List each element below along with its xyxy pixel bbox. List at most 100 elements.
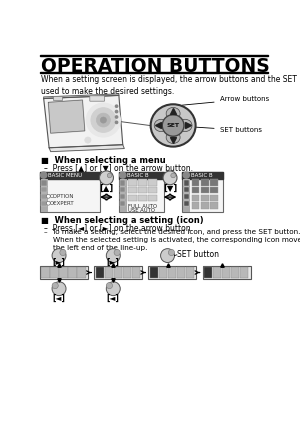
Bar	[182, 172, 223, 179]
Bar	[148, 187, 157, 193]
Bar	[123, 267, 131, 278]
Text: ■  When selecting a menu: ■ When selecting a menu	[40, 156, 165, 165]
Circle shape	[86, 103, 120, 137]
Bar	[240, 267, 248, 278]
Bar	[40, 172, 100, 212]
Text: SET buttons: SET buttons	[196, 127, 262, 133]
Bar	[168, 267, 176, 278]
Text: BASIC MENU: BASIC MENU	[48, 173, 82, 178]
Circle shape	[60, 250, 66, 255]
Bar	[50, 267, 59, 278]
Circle shape	[107, 173, 112, 178]
Bar	[132, 267, 140, 278]
Bar	[222, 267, 230, 278]
Bar	[41, 180, 47, 186]
Bar	[210, 187, 218, 193]
Bar	[182, 172, 223, 212]
Circle shape	[116, 110, 118, 113]
Bar	[201, 179, 209, 186]
Circle shape	[40, 172, 47, 178]
Text: BASIC B: BASIC B	[128, 173, 149, 178]
Circle shape	[116, 121, 118, 124]
Bar	[184, 180, 189, 186]
Bar	[40, 72, 268, 73]
Bar	[114, 267, 122, 278]
Bar	[77, 267, 86, 278]
Text: [▲]: [▲]	[99, 184, 114, 193]
Ellipse shape	[154, 119, 168, 132]
Bar	[210, 195, 218, 201]
Polygon shape	[44, 96, 123, 148]
Bar	[41, 187, 47, 192]
Bar	[53, 96, 62, 100]
Text: [▼]: [▼]	[163, 184, 177, 193]
Bar	[192, 187, 200, 193]
Bar	[184, 194, 189, 199]
Bar	[210, 179, 218, 186]
Bar	[201, 203, 209, 209]
Bar	[40, 179, 48, 212]
Bar	[128, 195, 137, 201]
Bar	[40, 266, 88, 280]
Circle shape	[120, 172, 126, 178]
FancyBboxPatch shape	[90, 96, 104, 101]
Bar	[150, 267, 158, 278]
Bar	[105, 267, 113, 278]
Circle shape	[52, 283, 58, 288]
Bar	[119, 172, 164, 179]
Text: BASIC B: BASIC B	[191, 173, 213, 178]
Bar	[204, 267, 212, 278]
Circle shape	[100, 117, 106, 123]
Polygon shape	[49, 145, 124, 151]
Bar	[138, 179, 147, 186]
Text: [◄]: [◄]	[107, 294, 120, 302]
Bar	[40, 55, 268, 56]
Polygon shape	[48, 100, 85, 133]
Circle shape	[116, 105, 118, 107]
Ellipse shape	[151, 104, 196, 147]
Text: –  Press [◄] or [►] on the arrow button.: – Press [◄] or [►] on the arrow button.	[44, 223, 193, 232]
Bar	[192, 203, 200, 209]
Bar	[96, 267, 104, 278]
Text: ■  When selecting a setting (icon): ■ When selecting a setting (icon)	[40, 216, 203, 225]
Bar	[184, 201, 189, 206]
Text: Arrow buttons: Arrow buttons	[182, 96, 269, 105]
Bar	[138, 187, 147, 193]
Circle shape	[85, 137, 91, 143]
Circle shape	[183, 172, 189, 178]
Text: –  Press [▲] or [▼] on the arrow button.: – Press [▲] or [▼] on the arrow button.	[44, 163, 193, 172]
Text: [◄]: [◄]	[52, 294, 65, 302]
Circle shape	[52, 282, 66, 296]
Circle shape	[96, 113, 110, 127]
Circle shape	[46, 194, 50, 198]
Text: –  To make a setting, select the desired icon, and press the SET button.
    Whe: – To make a setting, select the desired …	[44, 229, 300, 251]
Bar	[202, 266, 250, 280]
Text: [►]: [►]	[52, 258, 65, 267]
Bar	[201, 187, 209, 193]
Circle shape	[46, 201, 50, 205]
Circle shape	[114, 250, 120, 255]
Ellipse shape	[166, 131, 180, 143]
Circle shape	[106, 249, 120, 263]
Circle shape	[168, 250, 175, 255]
Text: OPERATION BUTTONS: OPERATION BUTTONS	[40, 58, 269, 77]
Text: FULL AUTO: FULL AUTO	[128, 204, 157, 209]
Bar	[148, 266, 196, 280]
Bar	[177, 267, 185, 278]
Bar	[41, 194, 47, 199]
Bar	[68, 267, 76, 278]
Bar	[186, 267, 194, 278]
Bar	[128, 187, 137, 193]
Bar	[159, 267, 167, 278]
Text: OEXPERT: OEXPERT	[50, 201, 74, 206]
Circle shape	[106, 283, 112, 288]
Circle shape	[162, 115, 184, 136]
Ellipse shape	[178, 119, 192, 132]
Bar	[148, 195, 157, 201]
Bar	[201, 195, 209, 201]
Text: COPTION: COPTION	[50, 194, 74, 199]
Circle shape	[52, 249, 66, 263]
Bar	[120, 194, 125, 199]
Bar	[120, 180, 125, 186]
Bar	[192, 195, 200, 201]
